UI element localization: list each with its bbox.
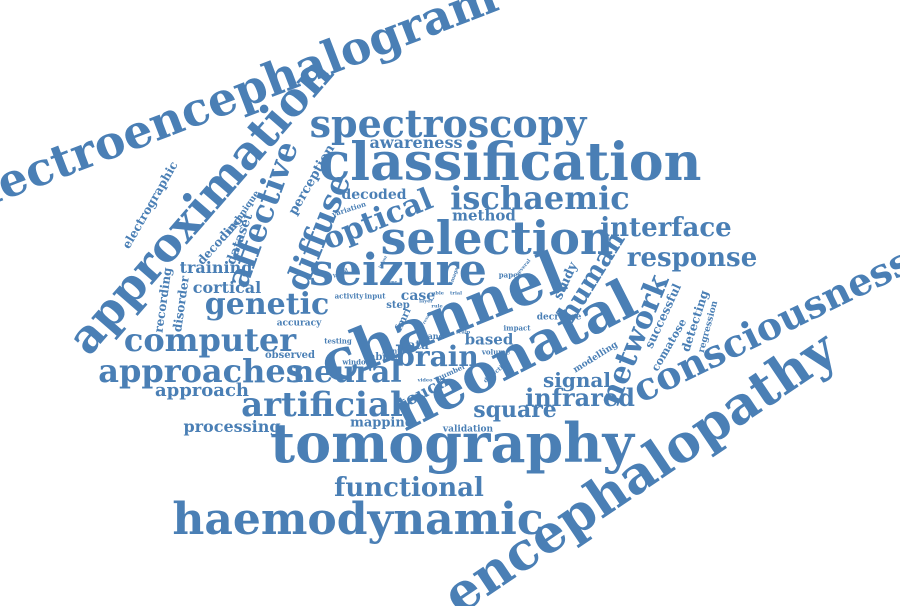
word-seizure: seizure [309,245,487,296]
word-approach: approach [154,380,250,401]
word-functional: functional [334,473,484,503]
word-awareness: awareness [369,133,463,152]
word-case: case [400,288,436,304]
word-step: step [386,300,410,311]
word-decrease: decrease [536,312,582,323]
word-selection: selection [380,211,614,265]
word-computer: computer [123,321,297,359]
word-able: able [432,290,444,297]
word-infrared: infrared [525,383,635,412]
word-ischaemic: ischaemic [450,179,630,217]
word-volume: volume [481,347,511,357]
word-tomography: tomography [270,411,634,475]
word-approaches: approaches [98,352,304,390]
word-mapping: mapping [350,415,414,431]
word-neural: neural [292,355,402,390]
word-spectroscopy: spectroscopy [309,101,587,146]
word-video: video [417,377,433,384]
word-hand: hand [421,331,445,341]
word-impact: impact [503,323,531,333]
word-paper: paper [498,270,522,280]
word-testing: testing [324,336,352,346]
word-cortical: cortical [192,278,262,297]
word-based: based [464,330,514,349]
word-data: data [399,338,429,352]
word-layer: layer [419,298,433,305]
word-validation: validation [442,424,494,435]
word-decoded: decoded [341,187,407,203]
word-trial: trial [450,290,462,297]
word-classification: classification [318,132,702,193]
word-signal: signal [543,368,611,392]
word-accuracy: accuracy [276,318,322,329]
word-genetic: genetic [204,287,330,322]
word-rule: rule [431,303,443,310]
word-scalp: scalp [455,329,471,336]
word-processing: processing [183,417,281,436]
word-minute: minute [382,346,410,356]
word-activity: activity [334,291,364,301]
word-interface: interface [600,213,732,243]
word-observed: observed [264,350,316,361]
word-input: input [364,291,386,301]
word-fabric: fabric [364,352,398,363]
word-response: response [626,243,758,273]
word-haemodynamic: haemodynamic [172,494,544,545]
word-brain: brain [395,340,479,373]
word-time: time [386,279,398,284]
word-window: window [342,357,372,367]
word-method: method [452,206,516,225]
word-training: training [179,258,253,277]
word-square: square [473,397,557,423]
word-artificial: artificial [241,385,403,425]
